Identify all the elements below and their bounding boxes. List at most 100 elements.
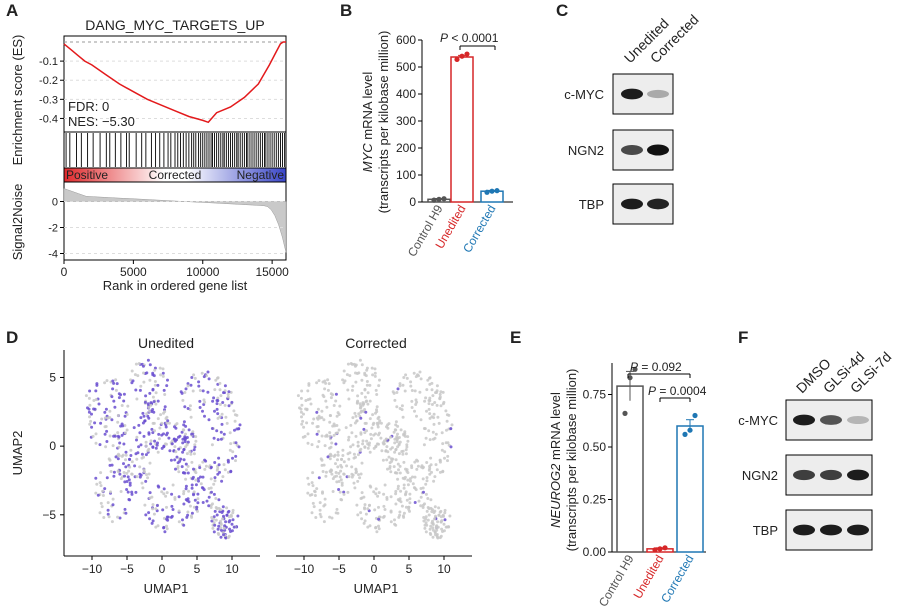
umap-cell-point-corrected (359, 405, 363, 409)
es-ytick-label: -0.4 (39, 113, 58, 125)
e-pvalue-2-italic: P (648, 384, 656, 398)
umap-ytick-label: 0 (49, 439, 56, 453)
umap-cell-point-corrected (402, 460, 406, 464)
umap-cell-point-corrected (306, 476, 310, 480)
umap-cell-point-corrected (393, 441, 397, 445)
umap-cell-point-unedited (110, 463, 114, 467)
umap-cell-point-unedited (116, 515, 120, 519)
umap-cell-point-corrected (376, 425, 380, 429)
umap-cell-point-corrected (315, 410, 319, 414)
umap-cell-point-corrected (360, 491, 364, 495)
umap-cell-point-unedited (207, 495, 211, 499)
umap-cell-point-unedited (153, 380, 157, 383)
umap-cell-point-unedited (192, 467, 195, 471)
umap-cell-point-corrected (377, 524, 380, 528)
umap-cell-point-unedited (214, 497, 218, 500)
umap-cell-point-corrected (376, 494, 380, 498)
umap-cell-point-unedited (138, 388, 142, 392)
umap-cell-point-unedited (144, 453, 148, 457)
umap-cell-point-corrected (326, 388, 330, 392)
umap-cell-point-corrected (446, 459, 449, 463)
umap-cell-point-unedited (103, 487, 107, 491)
umap-cell-point-unedited (220, 479, 224, 483)
umap-cell-point-corrected (324, 434, 328, 438)
umap-cell-point-unedited (124, 431, 127, 435)
umap-cell-point-unedited (140, 452, 144, 456)
umap-cell-point-corrected (370, 366, 374, 370)
umap-cell-point-corrected (326, 378, 330, 382)
umap-cell-point-corrected (392, 465, 396, 469)
umap-cell-point-unedited (107, 457, 111, 461)
umap-cell-point-corrected (382, 504, 386, 508)
umap-xtick-label: 0 (159, 562, 166, 576)
umap-cell-point-corrected (424, 396, 428, 400)
umap-cell-point-corrected (437, 506, 441, 510)
umap-cell-point-unedited (144, 479, 148, 483)
panel-c-label: C (556, 1, 568, 20)
b-data-point (454, 56, 460, 63)
umap-cell-point-corrected (361, 401, 365, 405)
umap-cell-point-corrected (433, 517, 436, 521)
umap-cell-point-corrected (340, 498, 344, 502)
umap-cell-point-corrected (434, 391, 437, 395)
umap-cell-point-corrected (429, 498, 433, 502)
umap-cell-point-corrected (395, 436, 399, 440)
umap-cell-point-unedited (103, 410, 107, 414)
umap-cell-point-corrected (442, 514, 445, 518)
umap-cell-point-corrected (381, 458, 385, 462)
umap-cell-point-corrected (339, 478, 343, 482)
umap-cell-point-unedited (111, 503, 115, 507)
umap-cell-point-unedited (201, 486, 205, 490)
umap-cell-point-corrected (369, 432, 373, 436)
e-data-point (687, 427, 693, 433)
umap-cell-point-unedited (170, 492, 174, 496)
umap-cell-point-corrected (311, 471, 315, 475)
umap-cell-point-unedited (147, 472, 151, 476)
umap-cell-point-corrected (364, 410, 368, 414)
umap-cell-point-corrected (322, 520, 326, 524)
umap-cell-point-unedited (156, 524, 160, 528)
umap-cell-point-unedited (203, 414, 206, 418)
umap-cell-point-unedited (225, 421, 229, 425)
umap-cell-point-unedited (219, 430, 223, 434)
umap-cell-point-corrected (434, 463, 438, 467)
umap-cell-point-unedited (204, 464, 208, 468)
umap-cell-point-unedited (131, 379, 135, 383)
umap-cell-point-unedited (116, 434, 120, 438)
umap-cell-point-unedited (154, 507, 158, 511)
umap-cell-point-unedited (125, 471, 129, 475)
umap-cell-point-corrected (435, 384, 439, 388)
umap-cell-point-unedited (218, 381, 222, 385)
umap-cell-point-unedited (213, 409, 216, 413)
umap-cell-point-unedited (197, 384, 201, 388)
umap-cell-point-corrected (394, 423, 398, 427)
umap-cell-point-corrected (369, 485, 373, 489)
umap-cell-point-unedited (223, 403, 227, 407)
umap-cell-point-corrected (394, 428, 398, 432)
umap-cell-point-corrected (414, 398, 418, 402)
umap-cell-point-corrected (398, 510, 402, 514)
b-data-point (431, 197, 437, 203)
umap-cell-point-unedited (146, 402, 150, 406)
umap-cell-point-corrected (366, 507, 370, 511)
umap-cell-point-unedited (141, 411, 145, 415)
umap-cell-point-corrected (319, 457, 323, 461)
umap-cell-point-unedited (162, 492, 166, 496)
umap-cell-point-corrected (411, 482, 415, 486)
umap-cell-point-unedited (103, 416, 107, 420)
umap-cell-point-corrected (330, 441, 334, 445)
umap-cell-point-unedited (181, 398, 185, 402)
e-data-point (692, 412, 698, 419)
umap-cell-point-unedited (226, 395, 230, 399)
umap-cell-point-unedited (182, 523, 186, 527)
umap-cell-point-corrected (313, 494, 317, 497)
umap-cell-point-corrected (421, 465, 425, 469)
umap-cell-point-unedited (222, 514, 225, 518)
umap-cell-point-corrected (397, 468, 400, 472)
b-data-point (464, 51, 470, 57)
umap-cell-point-corrected (437, 421, 441, 425)
umap-cell-point-corrected (433, 505, 437, 509)
umap-cell-point-unedited (199, 482, 203, 486)
umap-cell-point-unedited (163, 442, 167, 446)
